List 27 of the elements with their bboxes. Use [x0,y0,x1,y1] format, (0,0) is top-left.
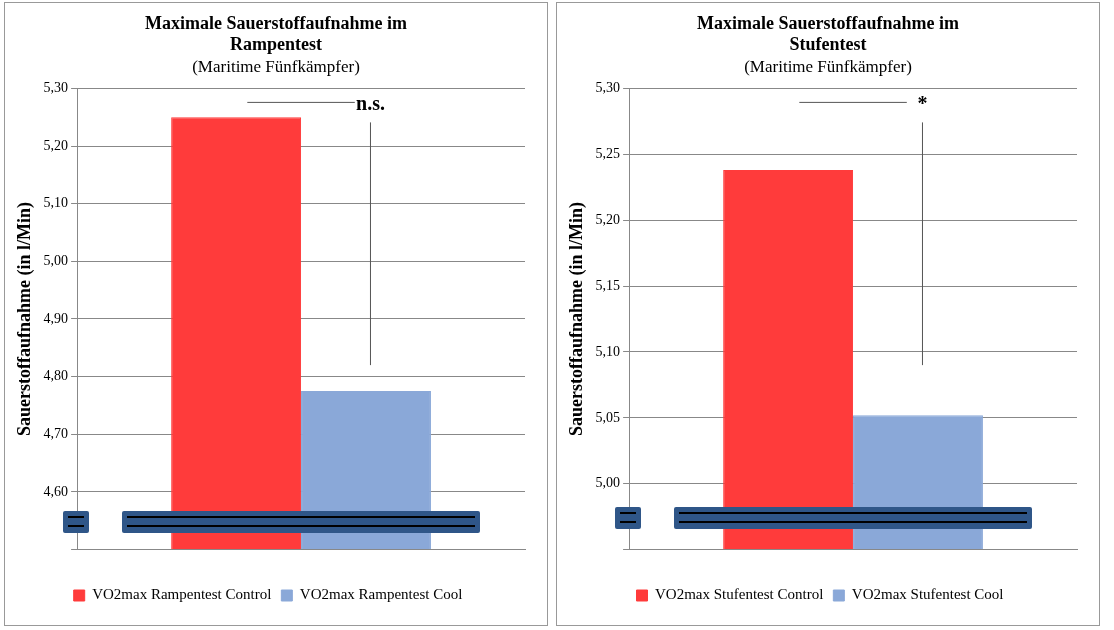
y-tick-label: 5,10 [595,343,621,359]
y-axis-title: Sauerstoffaufnahme (in l/Min) [14,201,36,436]
y-tick-label: 5,05 [595,409,621,425]
y-tick-label: 5,20 [43,137,69,153]
y-tick-label: 5,25 [595,145,621,161]
y-tick-label: 5,15 [595,277,621,293]
y-tick-label: 4,80 [43,368,69,384]
y-tick-label: 5,30 [43,80,69,96]
chart-title: Maximale Sauerstoffaufnahme im Rampentest [144,13,408,55]
y-tick-label: 5,00 [595,475,621,491]
legend-label: VO2max Rampentest Control [92,586,272,603]
chart-subtitle: (Maritime Fünfkämpfer) [743,57,913,77]
chart-subtitle: (Maritime Fünfkämpfer) [191,57,361,77]
chart-title: Maximale Sauerstoffaufnahme im Stufentest [696,13,960,55]
legend-label: VO2max Stufentest Control [655,586,824,603]
y-tick-label: 5,10 [43,195,69,211]
annotation: * [917,91,928,114]
legend-label: VO2max Rampentest Cool [299,586,463,603]
legend-label: VO2max Stufentest Cool [851,586,1004,603]
annotation: n.s. [356,91,385,114]
y-tick-label: 4,60 [43,483,69,499]
y-axis-title: Sauerstoffaufnahme (in l/Min) [566,201,588,436]
y-tick-label: 5,30 [595,80,621,96]
y-tick-label: 4,70 [43,425,69,441]
y-tick-label: 5,00 [43,253,69,269]
y-tick-label: 4,90 [43,310,69,326]
y-tick-label: 5,20 [595,211,621,227]
